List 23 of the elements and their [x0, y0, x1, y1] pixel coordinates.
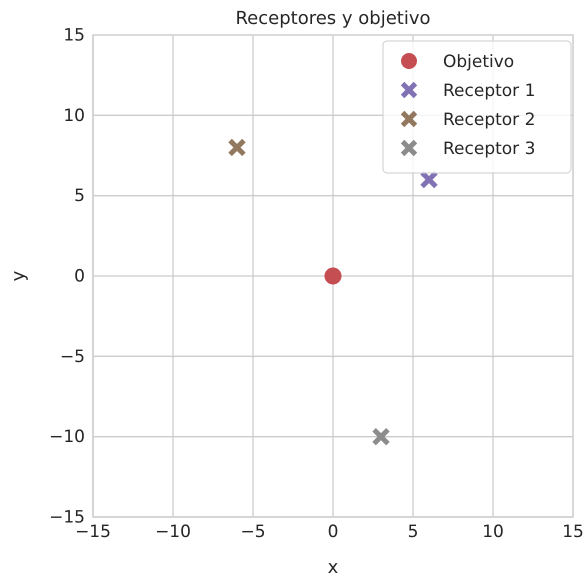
point	[324, 267, 342, 285]
legend-label: Receptor 2	[443, 110, 536, 130]
y-tick-label: 10	[63, 106, 85, 126]
y-tick-label: −15	[49, 507, 85, 528]
legend-label: Objetivo	[443, 52, 514, 72]
legend-label: Receptor 1	[443, 81, 536, 101]
chart-title: Receptores y objetivo	[235, 8, 431, 29]
y-tick-label: 5	[74, 186, 85, 206]
y-tick-label: 0	[74, 266, 85, 286]
x-tick-label: −5	[240, 522, 266, 542]
x-tick-label: 5	[408, 522, 418, 542]
x-tick-label: 15	[562, 522, 584, 542]
x-tick-label: 10	[482, 522, 504, 542]
y-tick-label: 15	[63, 25, 85, 46]
y-tick-label: −10	[49, 427, 85, 448]
point	[228, 138, 246, 157]
x-tick-label: 0	[328, 522, 338, 542]
y-tick-label: −5	[60, 346, 85, 367]
legend-label: Receptor 3	[443, 139, 536, 159]
x-axis-title: x	[328, 557, 339, 578]
y-axis-title: y	[8, 270, 29, 282]
point	[372, 427, 390, 446]
x-tick-label: −10	[155, 522, 191, 542]
